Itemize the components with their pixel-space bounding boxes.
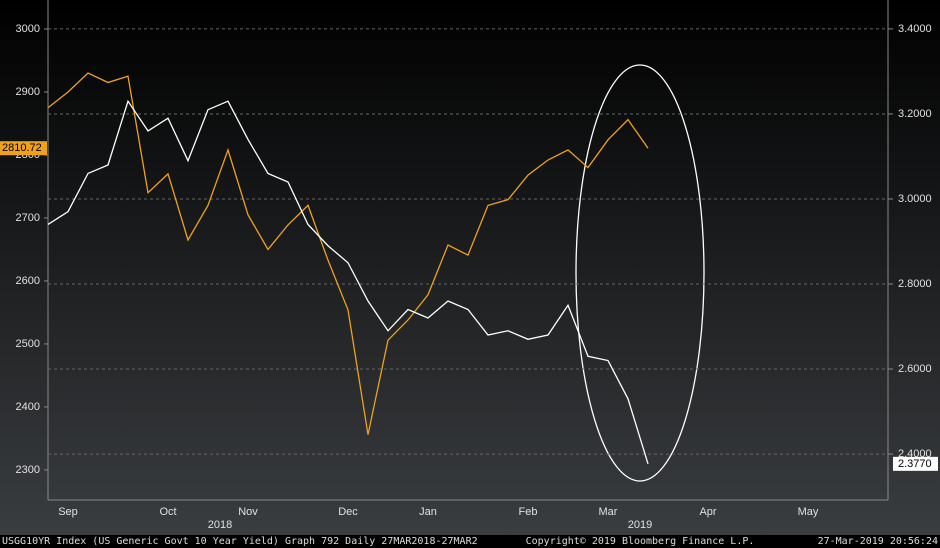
- background: [0, 0, 940, 535]
- y2-tick-label: 2.6000: [898, 363, 932, 375]
- x-tick-label: Nov: [238, 506, 258, 518]
- y-tick-label: 2500: [16, 338, 40, 350]
- last-value-tag: [0, 141, 47, 156]
- line-series: [47, 99, 649, 465]
- x-tick-label: Oct: [159, 506, 176, 518]
- y2-tick-label: 2.8000: [898, 278, 932, 290]
- x-tick-label: Mar: [599, 506, 618, 518]
- x-group-label: 2018: [208, 519, 232, 531]
- x-tick-label: Dec: [338, 506, 358, 518]
- footer-center: Copyright© 2019 Bloomberg Finance L.P.: [526, 536, 755, 547]
- last-value-label: 2.3770: [898, 458, 932, 470]
- y-tick-label: 2400: [16, 401, 40, 413]
- x-group-label: 2019: [628, 519, 652, 531]
- footer-right: 27-Mar-2019 20:56:24: [818, 536, 938, 547]
- y2-tick-label: 3.4000: [898, 23, 932, 35]
- x-tick-label: Jan: [419, 506, 437, 518]
- line-series: [47, 72, 649, 435]
- y-tick-label: 3000: [16, 23, 40, 35]
- last-value-tag: [893, 456, 938, 471]
- x-tick-label: Apr: [699, 506, 716, 518]
- last-value-label: 2810.72: [2, 142, 42, 154]
- y2-tick-label: 3.0000: [898, 193, 932, 205]
- highlight-ellipse: [575, 64, 705, 482]
- y-tick-label: 2900: [16, 86, 40, 98]
- y-tick-label: 2600: [16, 275, 40, 287]
- x-tick-label: May: [798, 506, 819, 518]
- x-tick-label: Feb: [519, 506, 538, 518]
- y-tick-label: 2300: [16, 464, 40, 476]
- y2-tick-label: 3.2000: [898, 108, 932, 120]
- x-tick-label: Sep: [58, 506, 78, 518]
- footer-left: USGG10YR Index (US Generic Govt 10 Year …: [2, 536, 478, 547]
- y-tick-label: 2700: [16, 212, 40, 224]
